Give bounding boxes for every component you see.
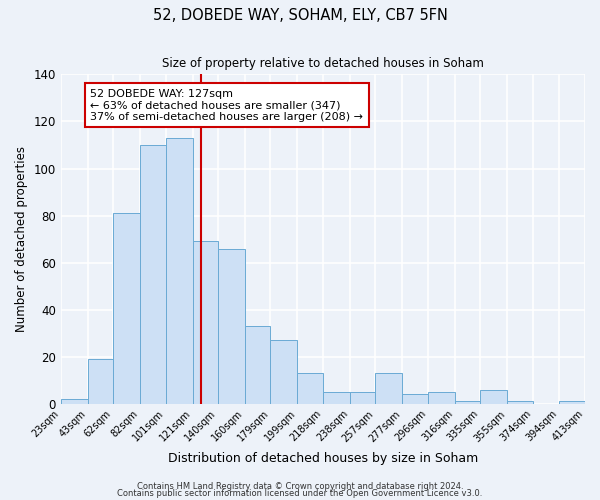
Bar (376, 373, 402, 404)
Bar (88, 359, 113, 404)
Y-axis label: Number of detached properties: Number of detached properties (15, 146, 28, 332)
Bar (245, 326, 271, 404)
Bar (61, 399, 88, 404)
Bar (480, 390, 507, 404)
Bar (193, 242, 218, 404)
Bar (218, 248, 245, 404)
Bar (271, 340, 298, 404)
Text: Contains HM Land Registry data © Crown copyright and database right 2024.: Contains HM Land Registry data © Crown c… (137, 482, 463, 491)
Bar (323, 392, 350, 404)
X-axis label: Distribution of detached houses by size in Soham: Distribution of detached houses by size … (168, 452, 478, 465)
Bar (166, 138, 193, 404)
Bar (507, 402, 533, 404)
Bar (455, 402, 480, 404)
Bar (350, 392, 376, 404)
Text: 52, DOBEDE WAY, SOHAM, ELY, CB7 5FN: 52, DOBEDE WAY, SOHAM, ELY, CB7 5FN (152, 8, 448, 22)
Bar (140, 145, 166, 404)
Bar (402, 394, 428, 404)
Title: Size of property relative to detached houses in Soham: Size of property relative to detached ho… (162, 58, 484, 70)
Bar (113, 213, 140, 404)
Bar (428, 392, 455, 404)
Bar (298, 373, 323, 404)
Text: Contains public sector information licensed under the Open Government Licence v3: Contains public sector information licen… (118, 490, 482, 498)
Bar (559, 402, 585, 404)
Text: 52 DOBEDE WAY: 127sqm
← 63% of detached houses are smaller (347)
37% of semi-det: 52 DOBEDE WAY: 127sqm ← 63% of detached … (91, 88, 364, 122)
